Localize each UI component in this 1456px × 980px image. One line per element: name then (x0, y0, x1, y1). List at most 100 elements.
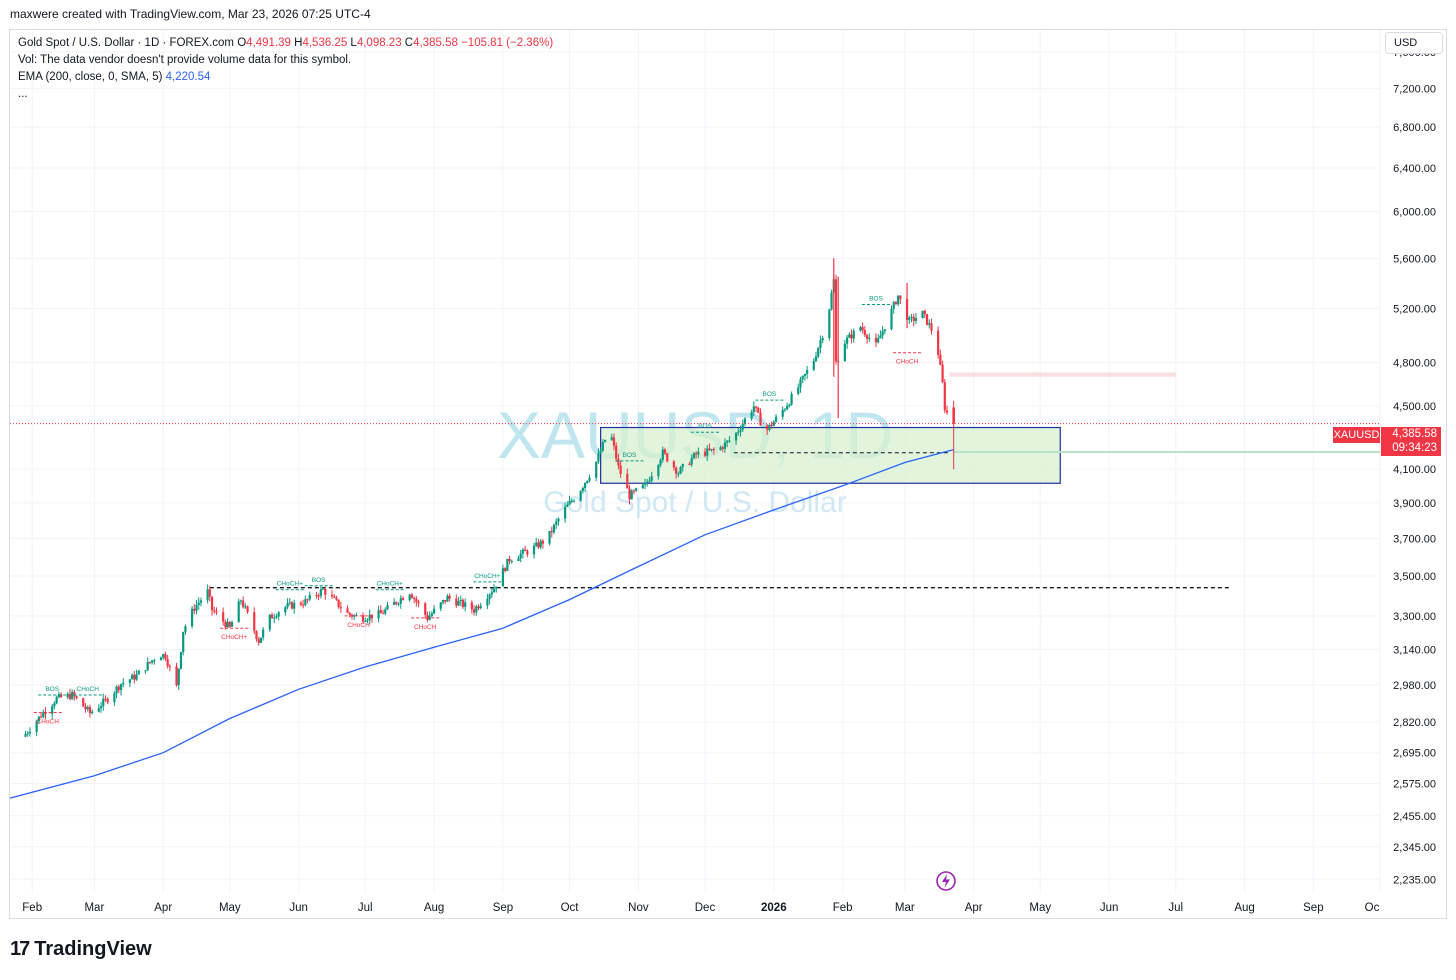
y-tick-label: 2,695.00 (1393, 748, 1436, 760)
candle-up (115, 686, 118, 694)
y-tick-label: 2,345.00 (1393, 842, 1436, 854)
candle-up (908, 317, 911, 320)
candle-up (859, 327, 862, 331)
candle-up (459, 599, 462, 602)
events-button[interactable] (935, 870, 957, 892)
x-tick-label: Apr (154, 902, 172, 914)
legend-ema-value: 4,220.54 (165, 71, 211, 83)
candle-down (88, 707, 92, 714)
last-candle (952, 407, 955, 424)
candle-up (37, 716, 40, 722)
candle-up (35, 721, 38, 732)
price-axis: 7,600.007,200.006,800.006,400.006,000.00… (1393, 47, 1436, 886)
candle-down (721, 447, 724, 449)
currency-button[interactable]: USD (1385, 32, 1443, 54)
x-tick-label: Sep (493, 902, 513, 914)
chart-frame (9, 29, 1447, 919)
candle-up (268, 614, 271, 630)
candle-up (677, 473, 680, 475)
candle-down (417, 601, 420, 604)
candle-down (208, 589, 211, 597)
candle-up (206, 589, 209, 601)
candle-up (153, 660, 156, 662)
candle-down (401, 598, 405, 601)
legend-more-button[interactable]: ... (18, 88, 28, 100)
candle-up (572, 500, 576, 502)
candle-down (865, 335, 869, 339)
levels-layer (209, 452, 1230, 589)
candle-up (892, 302, 895, 309)
candle-up (852, 330, 855, 339)
candle-down (663, 449, 667, 454)
candle-up (921, 310, 924, 319)
candle-up (788, 404, 791, 406)
candle-down (117, 686, 120, 691)
candle-up (843, 343, 846, 362)
candle-up (146, 661, 149, 671)
candle-up (597, 453, 600, 462)
last-price-badge: 4,385.58 09:34:23 (1381, 427, 1441, 456)
candle-down (348, 612, 351, 615)
candle-down (361, 615, 365, 622)
candle-up (879, 335, 882, 339)
legend-symbol[interactable]: Gold Spot / U.S. Dollar · 1D · FOREX.com (18, 37, 235, 49)
candle-up (910, 316, 913, 318)
candle-up (24, 733, 27, 737)
legend-change: −105.81 (−2.36%) (461, 37, 554, 49)
x-tick-label: Aug (1234, 902, 1254, 914)
candle-up (635, 488, 638, 491)
candle-up (579, 491, 582, 501)
candle-up (179, 652, 183, 669)
x-tick-label: 2026 (761, 902, 787, 914)
x-tick-label: Apr (965, 902, 983, 914)
candle-down (759, 412, 762, 426)
candle-down (381, 613, 385, 615)
candle-down (861, 327, 864, 331)
candle-up (244, 606, 247, 608)
candle-up (288, 602, 291, 604)
candle-up (184, 626, 187, 632)
candle-up (630, 490, 633, 500)
candle-up (177, 668, 180, 686)
candle-down (255, 630, 258, 639)
candle-up (799, 379, 802, 388)
candle-down (370, 614, 374, 619)
candle-down (253, 612, 256, 631)
x-tick-label: May (1029, 902, 1051, 914)
candle-up (190, 608, 194, 627)
legend-ema-label[interactable]: EMA (200, close, 0, SMA, 5) (18, 71, 163, 83)
ema-line (9, 448, 954, 799)
candle-up (284, 607, 287, 613)
candle-down (675, 467, 678, 474)
candle-up (568, 501, 571, 505)
candle-up (239, 600, 243, 602)
candle-up (532, 545, 536, 555)
x-tick-label: Dec (695, 902, 716, 914)
structure-label: BOS (698, 423, 712, 430)
candle-up (319, 589, 322, 596)
candle-down (148, 661, 151, 663)
candle-down (448, 595, 451, 599)
candle-up (182, 631, 185, 653)
price-chart[interactable]: XAUUSD, 1D Gold Spot / U.S. Dollar BOSCH… (0, 0, 1456, 930)
candle-down (834, 279, 838, 362)
candle-up (308, 594, 311, 600)
candle-up (828, 309, 831, 339)
structure-label: BOS (312, 577, 326, 584)
candle-up (535, 542, 538, 546)
candle-down (39, 716, 43, 718)
lightning-icon (936, 871, 956, 891)
legend-volume[interactable]: Vol: The data vendor doesn't provide vol… (18, 54, 352, 66)
candle-down (257, 638, 260, 643)
candle-up (486, 599, 489, 606)
x-tick-label: Sep (1303, 902, 1323, 914)
candle-up (428, 615, 431, 620)
x-tick-label: Mar (84, 902, 104, 914)
candle-up (599, 450, 602, 454)
candle-down (68, 693, 72, 699)
candles-layer (24, 258, 955, 738)
candle-up (583, 482, 587, 488)
candle-up (752, 406, 755, 413)
tradingview-logo[interactable]: 17 TradingView (10, 938, 152, 961)
y-tick-label: 4,100.00 (1393, 464, 1436, 476)
